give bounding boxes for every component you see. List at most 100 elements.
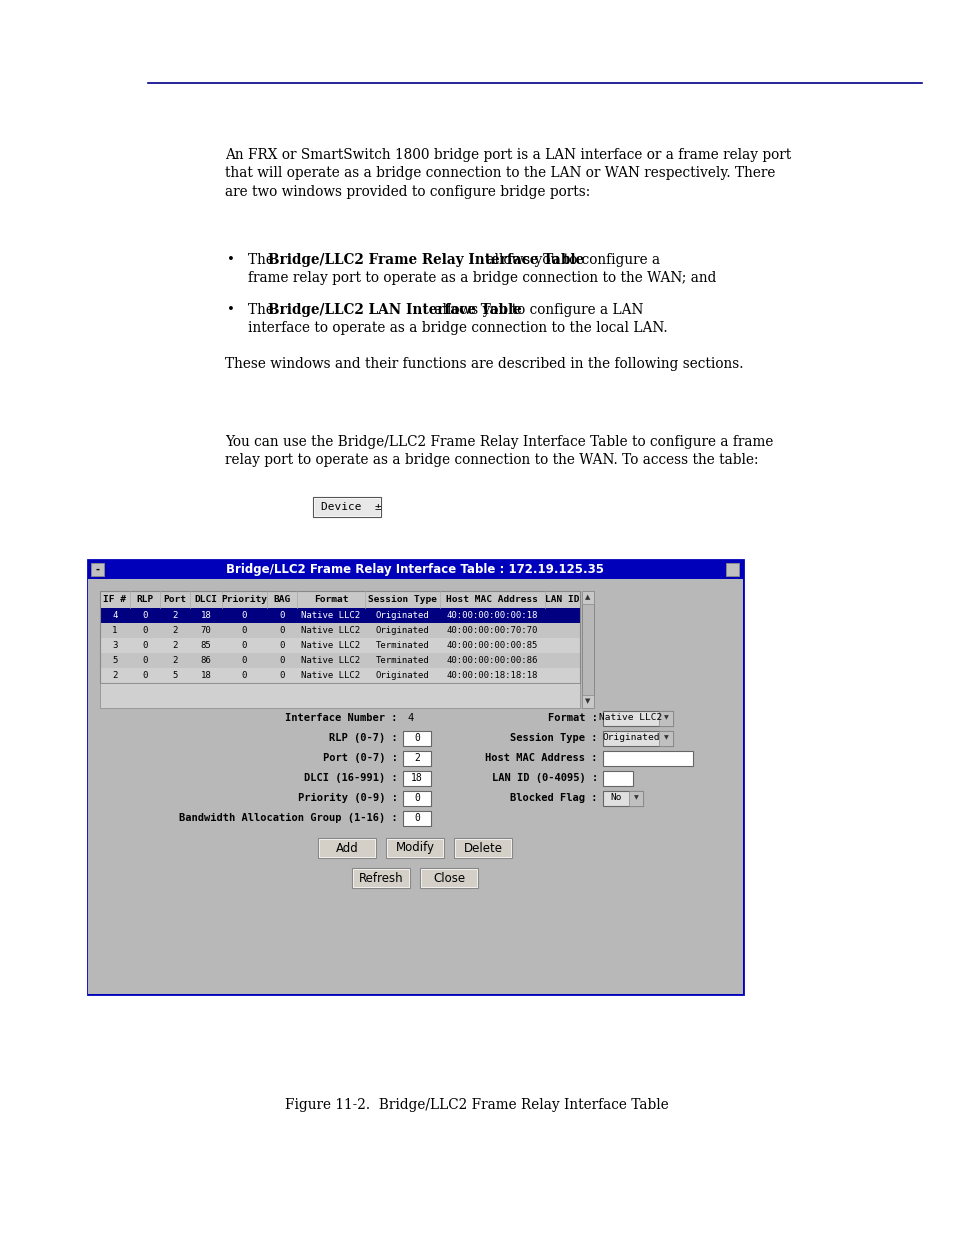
Bar (100, 638, 579, 653)
Text: 5: 5 (172, 671, 177, 680)
Text: ▼: ▼ (663, 715, 668, 720)
Text: -: - (95, 564, 99, 574)
Text: 85: 85 (200, 641, 212, 650)
Text: 0: 0 (279, 656, 284, 664)
Bar (420, 868, 478, 888)
Bar (100, 653, 579, 668)
Bar (659, 710, 672, 725)
Bar (602, 790, 642, 805)
Text: LAN ID (0-4095) :: LAN ID (0-4095) : (491, 773, 598, 783)
Bar (100, 668, 579, 683)
Text: IF #: IF # (103, 595, 127, 604)
Text: Originated: Originated (375, 611, 429, 620)
Text: 0: 0 (142, 626, 148, 635)
Bar (100, 683, 579, 708)
Text: ▼: ▼ (585, 699, 590, 704)
Text: 0: 0 (414, 813, 419, 823)
Text: 18: 18 (411, 773, 422, 783)
Bar (318, 839, 376, 858)
Text: frame relay port to operate as a bridge connection to the WAN; and: frame relay port to operate as a bridge … (248, 270, 716, 285)
Bar (581, 592, 594, 604)
Bar (402, 771, 431, 785)
Bar (581, 592, 594, 708)
Text: 40:00:00:00:00:85: 40:00:00:00:00:85 (446, 641, 537, 650)
Text: Format :: Format : (547, 713, 598, 722)
Text: Bridge/LLC2 LAN Interface Table: Bridge/LLC2 LAN Interface Table (268, 303, 521, 317)
Bar (88, 559, 742, 994)
Bar (455, 839, 511, 857)
Text: Native LLC2: Native LLC2 (301, 671, 360, 680)
Bar (602, 730, 672, 746)
Text: 4: 4 (112, 611, 117, 620)
Text: 2: 2 (172, 611, 177, 620)
Text: 2: 2 (112, 671, 117, 680)
Bar (100, 608, 579, 622)
Text: Port (0-7) :: Port (0-7) : (323, 753, 397, 763)
Bar (88, 559, 742, 579)
Text: Bridge/LLC2 Frame Relay Interface Table: Bridge/LLC2 Frame Relay Interface Table (268, 253, 583, 267)
Text: Native LLC2: Native LLC2 (301, 656, 360, 664)
Text: 0: 0 (241, 656, 247, 664)
Text: •: • (227, 303, 234, 316)
Text: ▲: ▲ (585, 594, 590, 600)
Text: Close: Close (433, 872, 465, 884)
Text: •: • (227, 253, 234, 266)
Text: Interface Number :: Interface Number : (285, 713, 397, 722)
Text: Originated: Originated (375, 671, 429, 680)
Bar (402, 751, 431, 766)
Text: 1: 1 (112, 626, 117, 635)
Bar (402, 790, 431, 806)
Text: 0: 0 (142, 641, 148, 650)
Text: LAN ID: LAN ID (545, 595, 579, 604)
Text: 0: 0 (241, 671, 247, 680)
Text: 18: 18 (200, 611, 212, 620)
Bar (354, 869, 409, 887)
Bar (313, 496, 380, 517)
Text: 0: 0 (279, 671, 284, 680)
Text: 0: 0 (142, 671, 148, 680)
Text: 2: 2 (172, 626, 177, 635)
Text: Blocked Flag :: Blocked Flag : (510, 793, 598, 803)
Text: Add: Add (335, 841, 358, 855)
Text: 0: 0 (279, 626, 284, 635)
Text: 0: 0 (142, 611, 148, 620)
Bar (386, 839, 444, 858)
Text: DLCI (16-991) :: DLCI (16-991) : (304, 773, 397, 783)
Text: Delete: Delete (463, 841, 502, 855)
Text: No: No (610, 794, 621, 803)
Text: 0: 0 (142, 656, 148, 664)
Text: 2: 2 (172, 656, 177, 664)
Text: Bridge/LLC2 Frame Relay Interface Table : 172.19.125.35: Bridge/LLC2 Frame Relay Interface Table … (226, 563, 604, 576)
Bar (352, 868, 410, 888)
Text: Refresh: Refresh (359, 872, 403, 884)
Text: Native LLC2: Native LLC2 (598, 714, 662, 722)
Text: Native LLC2: Native LLC2 (301, 641, 360, 650)
Text: Priority: Priority (221, 595, 267, 604)
Text: allows you to configure a: allows you to configure a (481, 253, 659, 267)
Text: 40:00:00:00:00:18: 40:00:00:00:00:18 (446, 611, 537, 620)
Text: 0: 0 (241, 611, 247, 620)
Bar (402, 731, 431, 746)
Text: 0: 0 (414, 793, 419, 803)
Bar (88, 579, 742, 994)
Text: Session Type :: Session Type : (510, 734, 598, 743)
Text: 86: 86 (200, 656, 212, 664)
Text: An FRX or SmartSwitch 1800 bridge port is a LAN interface or a frame relay port
: An FRX or SmartSwitch 1800 bridge port i… (225, 148, 790, 199)
Text: You can use the Bridge/LLC2 Frame Relay Interface Table to configure a frame
rel: You can use the Bridge/LLC2 Frame Relay … (225, 435, 773, 467)
Bar (100, 592, 579, 608)
Text: Device  ±: Device ± (320, 501, 381, 513)
Text: 3: 3 (112, 641, 117, 650)
Text: RLP (0-7) :: RLP (0-7) : (329, 734, 397, 743)
Text: DLCI: DLCI (194, 595, 217, 604)
Text: 0: 0 (241, 626, 247, 635)
Text: 40:00:00:00:00:86: 40:00:00:00:00:86 (446, 656, 537, 664)
Text: Originated: Originated (601, 734, 659, 742)
Text: 40:00:00:00:70:70: 40:00:00:00:70:70 (446, 626, 537, 635)
Bar (421, 869, 477, 887)
Bar (387, 839, 443, 857)
Bar (100, 622, 579, 638)
Text: 40:00:00:18:18:18: 40:00:00:18:18:18 (446, 671, 537, 680)
Text: interface to operate as a bridge connection to the local LAN.: interface to operate as a bridge connect… (248, 321, 667, 335)
Text: Host MAC Address: Host MAC Address (446, 595, 537, 604)
Text: Native LLC2: Native LLC2 (301, 626, 360, 635)
